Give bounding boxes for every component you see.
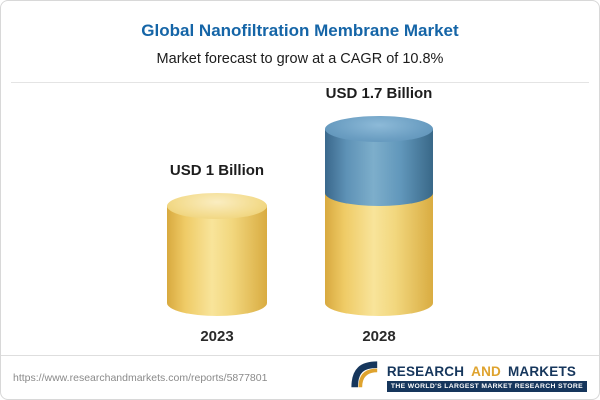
report-url[interactable]: https://www.researchandmarkets.com/repor… — [13, 371, 268, 384]
bar-group-2023: USD 1 Billion 2023 — [167, 162, 267, 345]
logo-word-markets: MARKETS — [507, 363, 577, 379]
cylinder-2023-body — [167, 206, 267, 316]
footer-bar: https://www.researchandmarkets.com/repor… — [1, 355, 599, 399]
chart-header: Global Nanofiltration Membrane Market Ma… — [1, 1, 599, 83]
cylinder-2028-growth-segment — [325, 116, 433, 206]
logo-text: RESEARCH AND MARKETS THE WORLD'S LARGEST… — [386, 364, 587, 392]
bar-chart: USD 1 Billion 2023 USD 1.7 Billion 2028 — [1, 85, 599, 345]
chart-title: Global Nanofiltration Membrane Market — [141, 21, 459, 40]
logo-tagline: THE WORLD'S LARGEST MARKET RESEARCH STOR… — [386, 380, 587, 392]
category-label-2023: 2023 — [200, 328, 234, 345]
cylinder-2023-top — [167, 193, 267, 219]
cylinder-2028 — [325, 116, 433, 316]
cylinder-2023 — [167, 193, 267, 316]
logo-word-and: AND — [471, 363, 501, 379]
header-divider — [11, 82, 589, 83]
logo-wordmark: RESEARCH AND MARKETS — [387, 364, 576, 379]
value-label-2023: USD 1 Billion — [169, 162, 265, 179]
logo-word-research: RESEARCH — [386, 363, 465, 379]
cylinder-2028-base-segment — [325, 193, 433, 316]
bar-group-2028: USD 1.7 Billion 2028 — [325, 85, 433, 345]
logo-mark-icon — [350, 360, 380, 395]
category-label-2028: 2028 — [362, 328, 396, 345]
cylinder-2028-top — [325, 116, 433, 142]
value-label-2028: USD 1.7 Billion — [325, 85, 433, 102]
brand-logo: RESEARCH AND MARKETS THE WORLD'S LARGEST… — [350, 360, 587, 395]
chart-subtitle: Market forecast to grow at a CAGR of 10.… — [156, 51, 444, 67]
